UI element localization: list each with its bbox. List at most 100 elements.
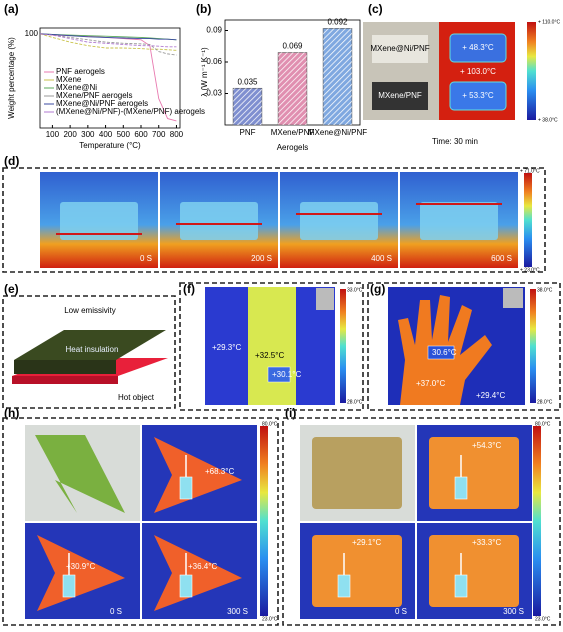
plane (35, 435, 125, 513)
sample-thermal (449, 81, 507, 111)
panel-label: (e) (4, 282, 19, 296)
bar-hatch (323, 28, 352, 125)
y-axis-label: λ (W m⁻¹ K⁻¹) (200, 47, 209, 97)
sample (300, 202, 378, 240)
y-tick-label: 0.09 (206, 26, 222, 35)
bar-hatch (233, 88, 262, 125)
spot (427, 345, 455, 360)
colorbar-min: 23.0°C (262, 616, 278, 622)
plot-frame (39, 27, 181, 129)
x-tick-label: 200 (63, 130, 77, 139)
legend-label: MXene (56, 75, 82, 84)
inset (316, 288, 334, 310)
panel-label: (h) (4, 406, 19, 420)
x-tick-label: MXene@Ni/PNF (308, 128, 367, 137)
time: 0 S (110, 607, 122, 616)
label: Low emissivity (64, 306, 116, 315)
data-label: 0.069 (282, 42, 303, 51)
colorbar-max: 80.0°C (262, 421, 278, 427)
spot (267, 366, 291, 383)
spot (179, 476, 193, 500)
time: 300 S (503, 607, 524, 616)
time: 300 S (227, 607, 248, 616)
tank (312, 437, 402, 509)
caption: Time: 30 min (432, 137, 478, 146)
x-tick-label: 800 (170, 130, 184, 139)
tank (429, 535, 519, 607)
temp: +32.5°C (255, 351, 284, 360)
legend-label: PNF aerogels (56, 67, 105, 76)
x-axis-label: Temperature (°C) (79, 141, 141, 150)
y-tick-label: 0.03 (206, 89, 222, 98)
panel-label: (d) (4, 154, 19, 168)
colorbar-max: 80.0°C (535, 421, 551, 427)
panel-label: (a) (4, 2, 19, 16)
panel-box (2, 167, 546, 273)
panel-label: (b) (196, 2, 211, 16)
y-axis-label: Weight percentage (%) (7, 37, 16, 119)
temp: +54.3°C (472, 441, 501, 450)
line (39, 33, 177, 41)
plane (154, 535, 242, 611)
colorbar-min: + 23.0°C (520, 267, 540, 273)
x-tick-label: 300 (81, 130, 95, 139)
plane (37, 535, 125, 611)
sample (60, 202, 138, 240)
sample (372, 82, 428, 110)
temp: 30.6°C (432, 348, 457, 357)
time: 200 S (251, 254, 272, 263)
hot-object (12, 376, 118, 384)
x-tick-label: PNF (240, 128, 256, 137)
sample (372, 35, 428, 63)
panel-label: (i) (285, 406, 296, 420)
panel-box (2, 295, 176, 409)
y-tick-label: 100 (25, 29, 39, 38)
spot (337, 574, 351, 598)
colorbar-min: 28.0°C (347, 399, 363, 405)
legend-label: MXene/PNF aerogels (56, 91, 132, 100)
panel-label: (c) (368, 2, 383, 16)
spot (62, 574, 76, 598)
temp: +30.9°C (66, 562, 95, 571)
time: 400 S (371, 254, 392, 263)
temp: +68.3°C (205, 467, 234, 476)
x-tick-label: 500 (117, 130, 131, 139)
colorbar (340, 289, 346, 403)
label: Heat insulation (66, 345, 119, 354)
thermal-sample (248, 287, 296, 405)
colorbar-min: 28.0°C (537, 399, 553, 405)
panel-box (2, 417, 279, 626)
label: Hot object (118, 393, 155, 402)
time: 0 S (395, 607, 407, 616)
colorbar-max: + 110.0°C (538, 19, 560, 25)
x-tick-label: 700 (152, 130, 166, 139)
tank (429, 437, 519, 509)
panel-box (282, 417, 561, 626)
colorbar (533, 426, 541, 616)
panel-label: (f) (183, 282, 195, 296)
temp: + 53.3°C (462, 91, 494, 100)
y-tick-label: 0.06 (206, 57, 222, 66)
colorbar (260, 426, 268, 616)
sample (180, 202, 258, 240)
temp: +29.1°C (352, 538, 381, 547)
colorbar-max: 38.0°C (537, 287, 553, 293)
x-tick-label: 400 (99, 130, 113, 139)
colorbar-max: 33.0°C (347, 287, 363, 293)
plane (154, 437, 242, 513)
spot (179, 574, 193, 598)
x-axis-label: Aerogels (277, 143, 309, 152)
temp: +37.0°C (416, 379, 445, 388)
time: 0 S (140, 254, 152, 263)
aerogel (14, 360, 116, 374)
panel-label: (g) (370, 282, 385, 296)
panel-box (179, 282, 364, 411)
line (39, 33, 177, 48)
temp: +30.1°C (272, 370, 301, 379)
colorbar-max: + 71.0°C (520, 168, 540, 174)
legend-label: (MXene@Ni/PNF)-(MXene/PNF) aerogels (56, 107, 205, 116)
bar-hatch (278, 52, 307, 125)
colorbar-min: 23.0°C (535, 616, 551, 622)
temp: +36.4°C (188, 562, 217, 571)
